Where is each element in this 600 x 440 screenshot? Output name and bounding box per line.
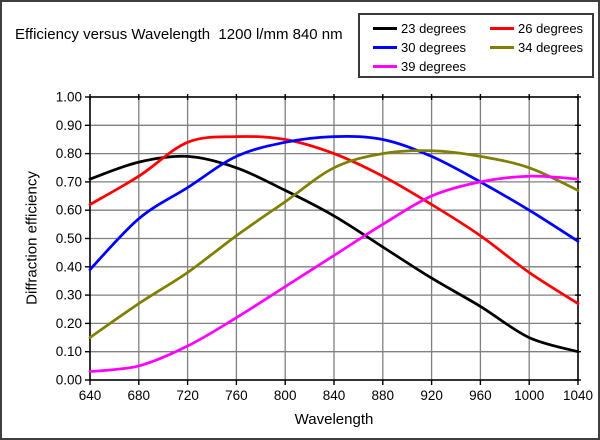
svg-text:0.20: 0.20 — [56, 316, 82, 331]
gridlines — [90, 97, 578, 380]
svg-text:0.80: 0.80 — [56, 146, 82, 161]
svg-text:1.00: 1.00 — [56, 90, 82, 105]
svg-text:0.40: 0.40 — [56, 259, 82, 274]
svg-text:1000: 1000 — [514, 388, 544, 403]
legend-label: 23 degrees — [401, 21, 467, 36]
legend: 23 degrees 26 degrees 30 degrees 34 degrees… — [358, 13, 594, 78]
curve-39-degrees — [88, 174, 580, 373]
svg-text:0.10: 0.10 — [56, 344, 82, 359]
svg-text:0.30: 0.30 — [56, 288, 82, 303]
svg-text:0.70: 0.70 — [56, 174, 82, 189]
svg-text:0.00: 0.00 — [56, 373, 82, 388]
legend-label: 30 degrees — [401, 40, 467, 55]
curve-26-degrees — [88, 135, 580, 305]
legend-item: 30 degrees — [373, 38, 490, 57]
legend-line-swatch-icon — [490, 46, 514, 49]
svg-text:800: 800 — [274, 388, 297, 403]
svg-text:920: 920 — [420, 388, 443, 403]
legend-label: 39 degrees — [401, 59, 467, 74]
legend-item: 34 degrees — [490, 38, 592, 57]
legend-item: 39 degrees — [373, 57, 490, 76]
svg-text:640: 640 — [79, 388, 102, 403]
legend-line-swatch-icon — [373, 65, 397, 68]
svg-text:760: 760 — [225, 388, 248, 403]
svg-text:840: 840 — [323, 388, 346, 403]
svg-text:720: 720 — [176, 388, 199, 403]
y-tick-labels: 0.00 0.10 0.20 0.30 0.40 0.50 0.60 0.70 0.80 0.90… — [56, 90, 82, 388]
legend-item: 26 degrees — [490, 19, 592, 38]
svg-text:0.50: 0.50 — [56, 231, 82, 246]
curve-30-degrees — [88, 134, 580, 272]
svg-text:0.90: 0.90 — [56, 118, 82, 133]
svg-text:1040: 1040 — [563, 388, 593, 403]
svg-text:680: 680 — [128, 388, 151, 403]
legend-label: 26 degrees — [518, 21, 584, 36]
legend-line-swatch-icon — [373, 27, 397, 30]
chart-title: Efficiency versus Wavelength 1200 l/mm 8… — [15, 26, 343, 43]
legend-line-swatch-icon — [373, 46, 397, 49]
x-tick-labels: 640 680 720 760 800 840 880 920 960 1000 1040 — [79, 388, 593, 403]
legend-line-swatch-icon — [490, 27, 514, 30]
svg-text:0.60: 0.60 — [56, 203, 82, 218]
legend-item: 23 degrees — [373, 19, 490, 38]
x-axis-title: Wavelength — [294, 411, 374, 428]
svg-text:880: 880 — [372, 388, 395, 403]
curve-34-degrees — [88, 149, 580, 339]
legend-label: 34 degrees — [518, 40, 584, 55]
y-axis-title: Diffraction efficiency — [23, 171, 41, 305]
svg-text:960: 960 — [469, 388, 492, 403]
curve-23-degrees — [88, 154, 580, 354]
